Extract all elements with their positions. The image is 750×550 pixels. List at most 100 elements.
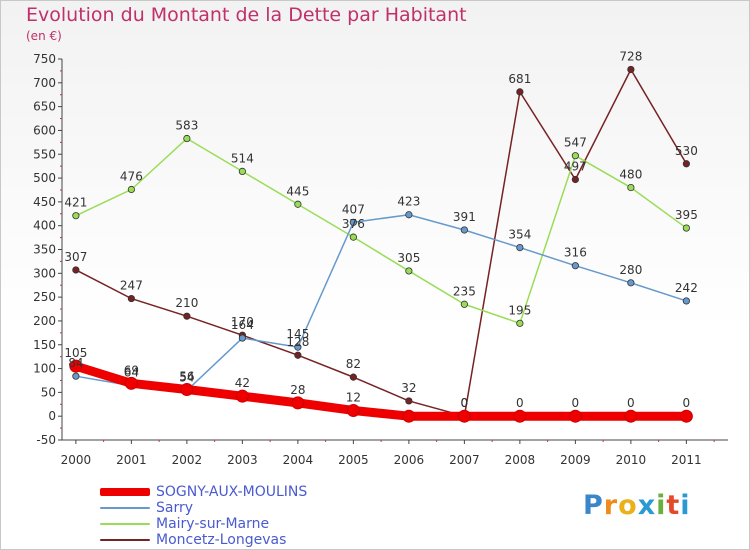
y-tick-label: -50: [36, 433, 56, 447]
data-point: [349, 218, 357, 226]
series-1: [72, 211, 690, 395]
data-label: 242: [675, 281, 698, 295]
data-point: [405, 211, 413, 219]
data-label: 728: [619, 49, 642, 63]
data-point: [516, 319, 524, 327]
legend-swatch: [100, 488, 150, 496]
data-point: [682, 160, 690, 168]
series-3: [72, 65, 690, 420]
data-point: [235, 389, 249, 403]
x-tick-label: 2001: [116, 453, 147, 467]
series-line: [75, 137, 688, 325]
legend-label: Mairy-sur-Marne: [156, 516, 270, 532]
x-tick-label: 2003: [227, 453, 258, 467]
data-point: [568, 409, 582, 423]
logo-letter: P: [583, 490, 604, 521]
chart-title: Evolution du Montant de la Dette par Hab…: [26, 4, 467, 26]
x-tick-label: 2007: [449, 453, 480, 467]
y-tick-label: 650: [33, 100, 56, 114]
data-point: [72, 212, 80, 220]
data-label: 56: [179, 370, 194, 384]
x-tick-label: 2010: [616, 453, 647, 467]
data-label: 407: [342, 202, 365, 216]
data-point: [69, 359, 83, 373]
data-point: [238, 167, 246, 175]
legend-label: Moncetz-Longevas: [156, 532, 287, 548]
data-label: 247: [120, 279, 143, 293]
data-point: [627, 65, 635, 74]
data-label: 69: [124, 363, 139, 377]
x-tick-label: 2005: [338, 453, 369, 467]
data-label: 105: [64, 346, 87, 360]
logo-letter: i: [680, 490, 691, 521]
x-tick-label: 2011: [671, 453, 702, 467]
data-label: 376: [342, 217, 365, 231]
data-point: [238, 334, 246, 342]
y-tick-label: 350: [33, 243, 56, 257]
data-point: [682, 224, 690, 232]
data-point: [180, 383, 194, 397]
data-label: 128: [286, 335, 309, 349]
y-tick-label: 700: [33, 76, 56, 90]
chart-subtitle: (en €): [26, 29, 62, 43]
data-label: 12: [346, 390, 361, 404]
data-label: 423: [397, 195, 420, 209]
series-0: [69, 359, 693, 423]
data-point: [127, 185, 135, 194]
data-label: 307: [64, 250, 87, 264]
data-label: 0: [683, 396, 691, 410]
data-point: [402, 409, 416, 423]
data-point: [624, 409, 638, 423]
data-point: [346, 403, 360, 417]
data-label: 530: [675, 144, 698, 158]
x-tick-label: 2009: [560, 453, 591, 467]
data-label: 195: [508, 303, 531, 317]
data-point: [405, 397, 413, 405]
y-tick-label: 200: [33, 314, 56, 328]
y-tick-label: 150: [33, 338, 56, 352]
data-label: 54: [179, 370, 194, 384]
x-tick-label: 2002: [172, 453, 203, 467]
legend-swatch: [100, 507, 150, 509]
data-point: [627, 183, 635, 192]
data-label: 84: [68, 356, 83, 370]
data-point: [516, 243, 524, 252]
legend-label: Sarry: [156, 500, 194, 516]
logo-letter: t: [666, 490, 681, 521]
data-label: 28: [290, 383, 305, 397]
data-point: [682, 297, 690, 305]
data-label: 170: [231, 315, 254, 329]
data-label: 42: [235, 376, 250, 390]
data-label: 0: [572, 396, 580, 410]
y-tick-label: 600: [33, 123, 56, 137]
data-label: 82: [346, 357, 361, 371]
legend-swatch: [100, 539, 150, 541]
data-label: 391: [453, 210, 476, 224]
data-label: 235: [453, 284, 476, 298]
logo-letter: r: [603, 490, 619, 521]
data-label: 0: [461, 396, 469, 410]
data-point: [679, 409, 693, 423]
y-tick-label: 100: [33, 362, 56, 376]
legend-label: SOGNY-AUX-MOULINS: [156, 484, 308, 500]
data-label: 497: [564, 159, 587, 173]
data-point: [571, 175, 579, 184]
y-tick-label: 250: [33, 290, 56, 304]
x-tick-label: 2008: [505, 453, 536, 467]
data-point: [294, 351, 302, 359]
y-tick-label: 500: [33, 171, 56, 185]
data-point: [460, 300, 468, 308]
data-label: 395: [675, 208, 698, 222]
y-tick-label: 550: [33, 147, 56, 161]
data-point: [72, 266, 80, 274]
data-label: 64: [124, 366, 139, 380]
data-label: 210: [175, 296, 198, 310]
data-point: [405, 267, 413, 275]
data-point: [457, 409, 471, 423]
data-point: [571, 152, 579, 160]
data-point: [183, 134, 191, 143]
data-point: [124, 376, 138, 390]
data-point: [183, 312, 191, 320]
y-ticks: -50 0 50 100 150 200 250 300 350 400 450 500 550 600 6…: [33, 52, 62, 447]
